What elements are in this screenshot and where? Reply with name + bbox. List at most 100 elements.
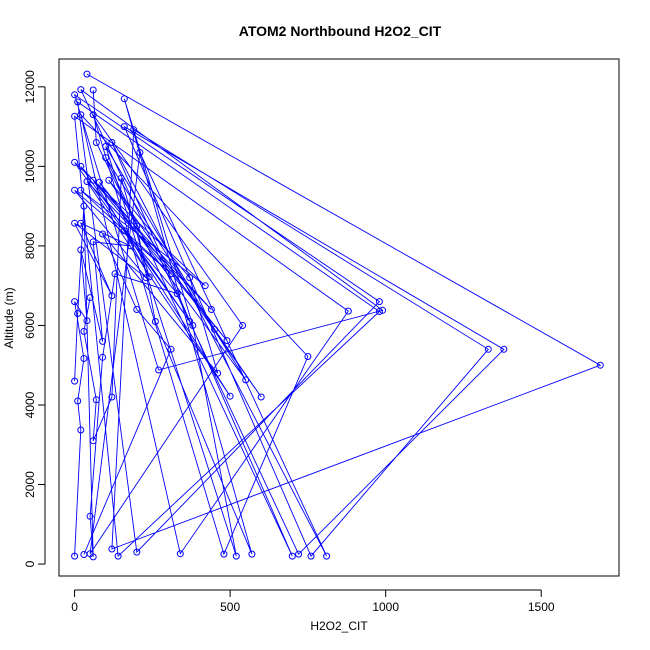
data-point xyxy=(71,298,79,306)
data-point xyxy=(71,186,79,194)
data-point xyxy=(201,282,209,290)
data-point xyxy=(379,306,387,314)
data-point xyxy=(117,174,125,182)
data-point xyxy=(167,270,175,278)
data-point xyxy=(92,396,100,404)
data-point xyxy=(596,361,604,369)
y-tick-label: 0 xyxy=(23,560,37,567)
data-point xyxy=(89,437,97,445)
series-line-2 xyxy=(83,89,262,557)
x-tick-label: 500 xyxy=(220,600,240,614)
data-point xyxy=(136,149,144,156)
x-axis-label: H2O2_CIT xyxy=(310,619,368,633)
data-point xyxy=(77,219,85,227)
data-point xyxy=(108,393,116,401)
y-tick-label: 8000 xyxy=(23,232,37,259)
x-axis: 0 500 1000 1500 xyxy=(71,589,555,614)
data-point xyxy=(120,227,128,235)
chart-title: ATOM2 Northbound H2O2_CIT xyxy=(239,23,442,39)
data-point xyxy=(133,548,141,556)
data-point xyxy=(89,111,97,119)
data-point xyxy=(304,353,312,360)
data-point xyxy=(77,111,85,119)
x-tick-label: 1500 xyxy=(528,600,555,614)
data-point xyxy=(323,552,331,560)
data-point xyxy=(173,290,181,298)
data-point xyxy=(500,345,508,353)
data-point xyxy=(133,222,141,230)
data-point xyxy=(108,139,116,146)
data-point xyxy=(151,318,159,325)
x-tick-label: 1000 xyxy=(372,600,399,614)
y-tick-label: 4000 xyxy=(23,391,37,418)
data-point xyxy=(211,325,219,333)
data-point xyxy=(295,550,303,558)
data-point xyxy=(89,86,97,94)
data-point xyxy=(83,317,91,325)
data-point xyxy=(114,552,122,560)
y-axis-label: Altitude (m) xyxy=(2,287,16,348)
data-point xyxy=(95,178,103,186)
data-point xyxy=(257,393,265,401)
data-point xyxy=(375,308,383,315)
data-point xyxy=(484,345,492,353)
y-tick-label: 6000 xyxy=(23,312,37,339)
series-line-3 xyxy=(74,178,179,557)
data-point xyxy=(242,376,250,384)
data-point xyxy=(77,162,85,170)
data-point xyxy=(239,322,247,329)
data-point xyxy=(214,369,222,377)
y-tick-label: 2000 xyxy=(23,471,37,498)
data-point xyxy=(99,230,107,238)
data-point xyxy=(83,70,91,78)
y-axis: 0 2000 4000 6000 8000 10000 12000 xyxy=(23,70,46,567)
data-point xyxy=(307,552,315,560)
data-point xyxy=(248,550,256,558)
data-point xyxy=(92,139,100,146)
data-point xyxy=(155,366,163,374)
data-point xyxy=(344,307,352,315)
data-point xyxy=(86,512,94,520)
y-tick-label: 10000 xyxy=(23,149,37,183)
data-point xyxy=(226,392,234,400)
data-point xyxy=(74,310,82,317)
data-point xyxy=(80,327,88,335)
data-point xyxy=(133,306,141,313)
y-tick-label: 12000 xyxy=(23,70,37,104)
data-point xyxy=(108,545,116,553)
data-point xyxy=(83,178,91,185)
data-point xyxy=(77,246,85,254)
data-point xyxy=(102,154,110,162)
data-point xyxy=(288,552,296,560)
data-point xyxy=(120,95,128,103)
data-point xyxy=(77,426,85,434)
plot-frame xyxy=(58,58,620,577)
data-point xyxy=(220,550,228,558)
x-tick-label: 0 xyxy=(71,600,78,614)
data-point xyxy=(89,553,97,561)
plot-area xyxy=(71,70,604,561)
data-point xyxy=(80,202,88,210)
series-line-1 xyxy=(73,73,602,558)
data-point xyxy=(167,345,175,353)
data-point xyxy=(176,550,184,558)
data-point xyxy=(71,377,79,385)
data-point xyxy=(71,112,79,120)
data-point xyxy=(142,274,150,282)
data-point xyxy=(232,552,240,560)
data-point xyxy=(223,337,231,345)
data-point xyxy=(111,270,119,278)
data-point xyxy=(120,123,128,131)
data-point xyxy=(86,294,94,302)
data-point xyxy=(89,238,97,246)
data-point xyxy=(145,273,153,281)
data-point xyxy=(127,242,135,250)
data-point xyxy=(130,126,138,134)
data-point xyxy=(80,551,88,558)
data-point xyxy=(102,143,110,150)
data-point xyxy=(186,274,194,282)
data-point xyxy=(71,552,79,560)
data-point xyxy=(71,91,79,99)
data-point xyxy=(74,98,82,106)
